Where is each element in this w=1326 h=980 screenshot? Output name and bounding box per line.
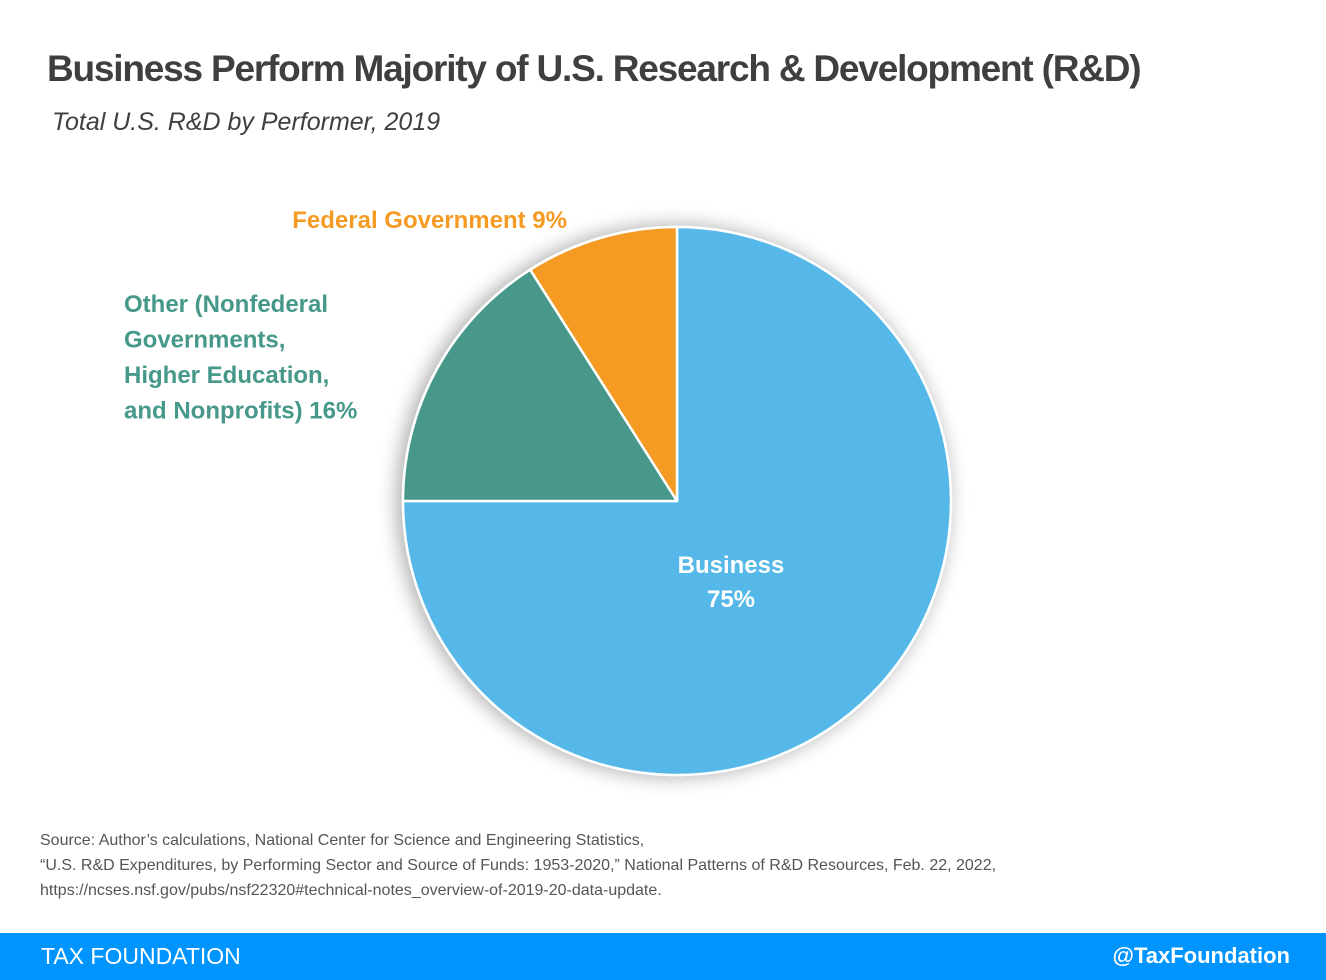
pie-slice-other: [401, 268, 679, 503]
slice-label-line: and Nonprofits) 16%: [124, 398, 357, 425]
pie-chart: Business 75% Other (Nonfederal Governments,…: [124, 207, 953, 777]
slice-label-line: Higher Education,: [124, 362, 329, 389]
chart-subtitle: Total U.S. R&D by Performer, 2019: [52, 108, 441, 136]
chart-title: Business Perform Majority of U.S. Resear…: [47, 48, 1142, 89]
slice-label-line: Federal Government 9%: [292, 207, 567, 234]
slice-label-line: Business: [678, 552, 785, 579]
pie-slice-business: [401, 225, 953, 777]
footer-bar: TAX FOUNDATION @TaxFoundation: [0, 933, 1326, 980]
footer-brand: TAX FOUNDATION: [41, 943, 241, 969]
slice-label-other: Other (Nonfederal Governments, Higher Educ…: [124, 291, 357, 425]
pie-slice-federal: [528, 225, 679, 503]
source-line: Source: Author’s calculations, National …: [40, 832, 645, 849]
source-note: Source: Author’s calculations, National …: [40, 828, 996, 903]
slice-label-line: Other (Nonfederal: [124, 291, 328, 318]
slice-label-business: Business 75%: [678, 552, 785, 613]
source-line: https://ncses.nsf.gov/pubs/nsf22320#tech…: [40, 882, 662, 899]
source-line: “U.S. R&D Expenditures, by Performing Se…: [40, 857, 997, 874]
slice-label-federal: Federal Government 9%: [292, 207, 567, 234]
slice-label-line: Governments,: [124, 327, 285, 354]
slice-label-line: 75%: [707, 586, 755, 613]
footer-handle: @TaxFoundation: [1112, 943, 1290, 968]
